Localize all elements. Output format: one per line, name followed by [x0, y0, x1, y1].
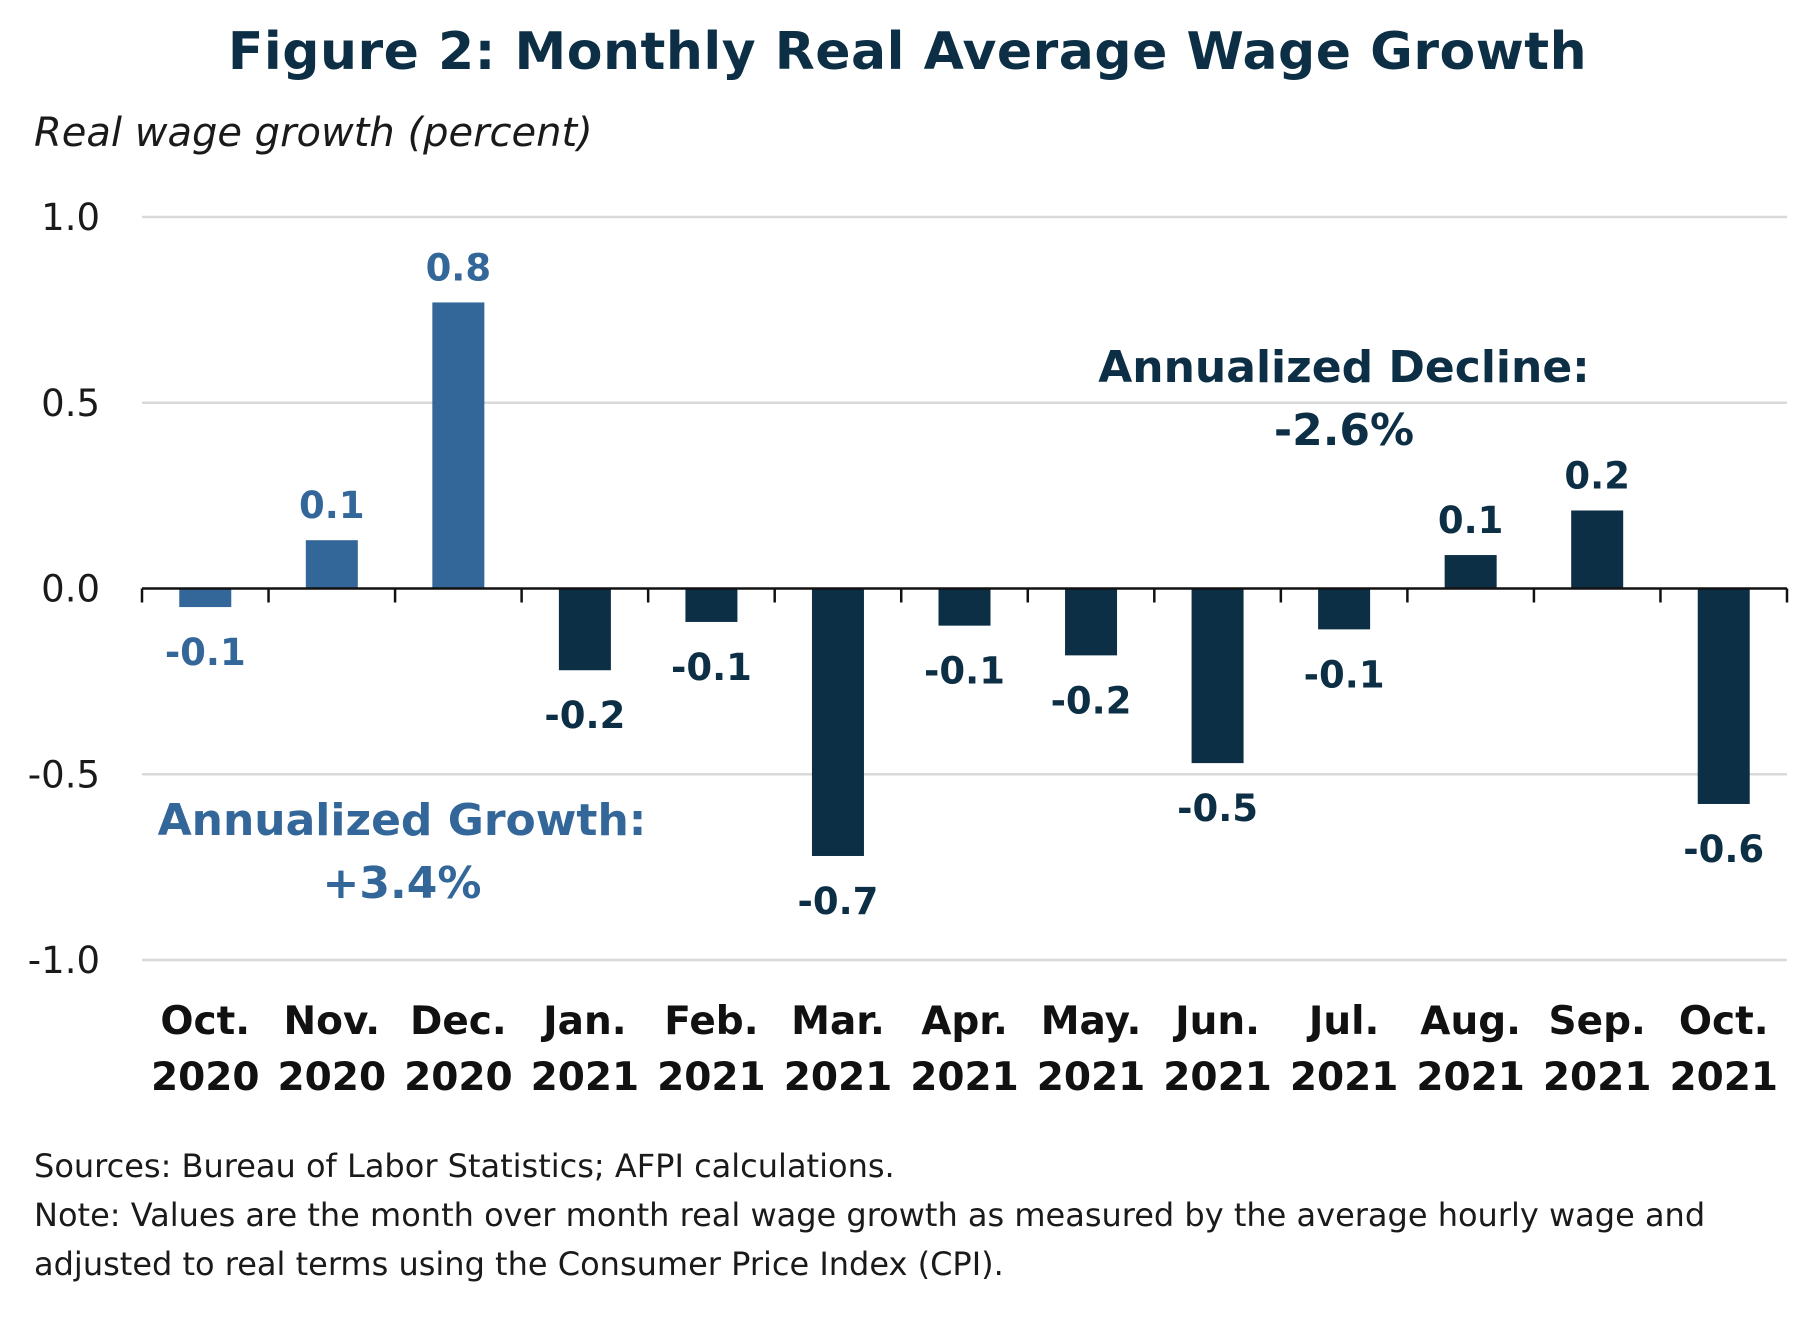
bar-oct-2020: [179, 588, 232, 608]
annotation-growth: Annualized Growth:: [158, 795, 647, 846]
bar-apr-2021: [938, 588, 991, 626]
bar-jun-2021: [1191, 588, 1244, 764]
footnotes: Sources: Bureau of Labor Statistics; AFP…: [34, 1142, 1794, 1289]
y-tick-label: 0.0: [41, 568, 100, 611]
x-tick-label-year: 2021: [1543, 1055, 1652, 1100]
x-tick-label-year: 2021: [1416, 1055, 1525, 1100]
chart-title: Figure 2: Monthly Real Average Wage Grow…: [227, 22, 1588, 82]
bar-dec-2020: [432, 302, 485, 589]
annotation-growth: +3.4%: [323, 858, 482, 909]
y-tick-label: 1.0: [41, 196, 100, 239]
x-tick-label-month: Oct.: [160, 999, 250, 1044]
x-tick-label-month: Jan.: [540, 999, 626, 1044]
annotation-decline: Annualized Decline:: [1098, 342, 1590, 393]
x-tick-label-month: Mar.: [791, 999, 885, 1044]
x-tick-label-year: 2021: [1037, 1055, 1146, 1100]
x-tick-label-year: 2021: [1290, 1055, 1399, 1100]
data-label: -0.1: [1304, 653, 1385, 696]
x-tick-label-year: 2020: [278, 1055, 387, 1100]
x-tick-label-year: 2021: [784, 1055, 893, 1100]
bar-aug-2021: [1444, 555, 1497, 589]
data-label: -0.2: [1051, 679, 1132, 722]
x-tick-label-month: Aug.: [1420, 999, 1521, 1044]
x-tick-label-year: 2021: [657, 1055, 766, 1100]
bar-sep-2021: [1571, 510, 1624, 589]
y-tick-label: 0.5: [41, 382, 100, 425]
bar-jul-2021: [1318, 588, 1371, 630]
y-tick-label: -1.0: [28, 939, 100, 982]
bar-nov-2020: [305, 540, 358, 589]
sources-note: Sources: Bureau of Labor Statistics; AFP…: [34, 1147, 895, 1185]
bar-mar-2021: [811, 588, 864, 856]
data-label: -0.7: [798, 880, 879, 923]
data-label: 0.2: [1564, 454, 1630, 497]
bar-oct-2021: [1697, 588, 1750, 804]
x-tick-label-year: 2021: [1163, 1055, 1272, 1100]
x-tick-label-month: Jul.: [1306, 999, 1379, 1044]
x-tick-label-year: 2020: [404, 1055, 513, 1100]
x-tick-label-month: May.: [1041, 999, 1142, 1044]
data-label: -0.1: [165, 631, 246, 674]
bar-jan-2021: [558, 588, 611, 671]
data-label: -0.1: [671, 646, 752, 689]
x-tick-label-year: 2021: [1669, 1055, 1778, 1100]
x-tick-label-month: Jun.: [1172, 999, 1260, 1044]
x-tick-label-year: 2020: [151, 1055, 260, 1100]
x-tick-label-month: Sep.: [1549, 999, 1646, 1044]
data-label: 0.1: [1438, 499, 1504, 542]
x-tick-label-year: 2021: [531, 1055, 640, 1100]
data-label: 0.1: [299, 484, 365, 527]
data-label: -0.5: [1177, 787, 1258, 830]
x-tick-label-month: Apr.: [921, 999, 1008, 1044]
bar-chart: 1.0 0.5 0.0 -0.5 -1.0 -0.1 Oct. 2020 0.1 Nov. 2020…: [28, 196, 1789, 1100]
x-tick-label-year: 2021: [910, 1055, 1019, 1100]
methodology-note-line-1: Note: Values are the month over month re…: [34, 1196, 1706, 1234]
bar-may-2021: [1065, 588, 1118, 656]
x-tick-label-month: Oct.: [1679, 999, 1769, 1044]
y-axis-label: Real wage growth (percent): [34, 110, 593, 156]
annotation-decline: -2.6%: [1274, 405, 1414, 456]
data-label: -0.1: [924, 650, 1005, 693]
data-label: -0.6: [1683, 828, 1764, 871]
x-tick-label-month: Feb.: [664, 999, 758, 1044]
bar-feb-2021: [685, 588, 738, 622]
methodology-note-line-2: adjusted to real terms using the Consume…: [34, 1245, 1004, 1283]
data-label: -0.2: [544, 694, 625, 737]
x-tick-label-month: Dec.: [410, 999, 507, 1044]
x-tick-label-month: Nov.: [284, 999, 381, 1044]
y-tick-label: -0.5: [28, 753, 100, 796]
data-label: 0.8: [426, 246, 492, 289]
